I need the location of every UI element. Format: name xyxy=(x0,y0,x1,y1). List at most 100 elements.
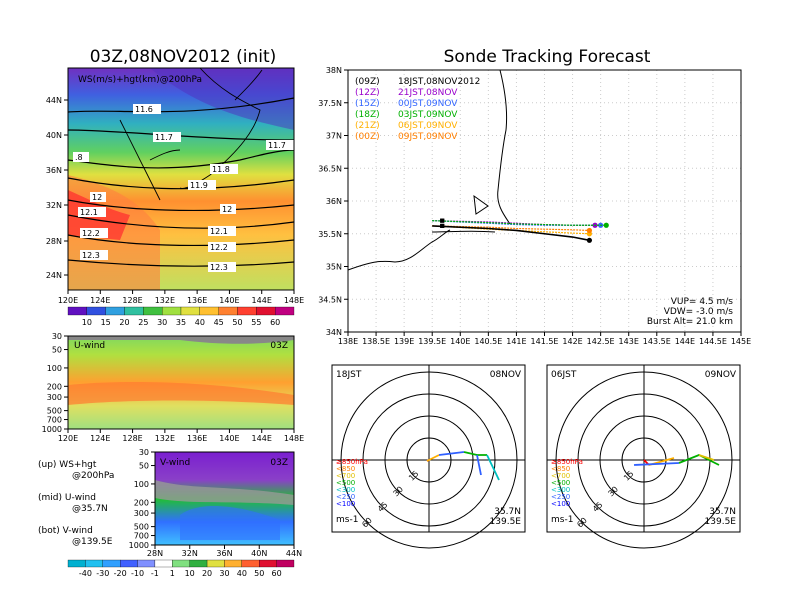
contour-label-box xyxy=(266,140,294,150)
track-x-ticks: 138E 138.5E 139E 139.5E 140E 140.5E 141E 141.5E… xyxy=(338,332,751,346)
hodograph-level-label: ≥850hPa xyxy=(551,458,583,466)
track-y-tick-label: 34.5N xyxy=(318,295,342,304)
ws-colorbar-swatch xyxy=(218,306,238,316)
v-x-tick-label: 36N xyxy=(216,549,232,558)
v-x-tick-label: 32N xyxy=(182,549,198,558)
contour-label: 12.3 xyxy=(210,263,228,272)
contour-labels: 11.6 11.7 11.7 .8 11.8 11.9 12 12 12.1 12.1 12.2 12… xyxy=(73,104,294,272)
upper-map: WS(m/s)+hgt(km)@200hPa 11.611.711.7.811.… xyxy=(46,67,304,305)
contour-label-box xyxy=(208,242,236,252)
track-start-point xyxy=(440,223,445,228)
ws-colorbar-label: 25 xyxy=(138,318,148,327)
track-legend-text: 18JST,08NOV2012 xyxy=(398,77,480,87)
hodograph-level-label: <850 xyxy=(551,465,570,473)
track-legend-text: 09JST,09NOV xyxy=(398,132,458,142)
u-wind-panel: U-wind 03Z 120E 124E 128E 132E 136E 140E 144E 1… xyxy=(42,332,305,443)
ws-colorbar-swatch xyxy=(67,306,87,316)
track-x-tick-label: 140E xyxy=(450,337,470,346)
u-y-tick-label: 100 xyxy=(47,364,62,373)
track-x-tick-label: 142.5E xyxy=(587,337,615,346)
ws-colorbar-label: 30 xyxy=(157,318,167,327)
note-bot-1: (bot) V-wind xyxy=(38,526,93,536)
track-line xyxy=(432,225,590,242)
map-x-tick-label: 124E xyxy=(90,296,110,305)
track-end-point xyxy=(586,227,593,234)
ws-colorbar-label: 60 xyxy=(270,318,280,327)
map-x-tick-label: 136E xyxy=(187,296,207,305)
v-wind-time: 03Z xyxy=(270,458,288,468)
hodograph-trace xyxy=(698,454,715,461)
hodograph-level-label: <300 xyxy=(336,486,355,494)
track-x-tick-label: 138E xyxy=(338,337,358,346)
map-y-tick-label: 36N xyxy=(46,166,62,175)
hodograph-date: 09NOV xyxy=(705,370,737,380)
hodograph-trace xyxy=(426,454,440,462)
contour-label-box xyxy=(80,250,108,260)
contour-label: 12.1 xyxy=(210,227,228,236)
ws-colorbar-label: 40 xyxy=(195,318,205,327)
hodograph-level-label: <700 xyxy=(551,472,570,480)
contour-label: 12.2 xyxy=(82,229,100,238)
track-start-point xyxy=(440,218,445,223)
u-x-tick-label: 132E xyxy=(155,434,175,443)
u-x-tick-label: 148E xyxy=(284,434,304,443)
u-wind-x-ticks: 120E 124E 128E 132E 136E 140E 144E 148E xyxy=(58,429,304,443)
track-y-tick-label: 34N xyxy=(326,328,342,337)
hodograph-time: 18JST xyxy=(336,370,362,380)
contour-label-box xyxy=(210,164,238,174)
hodograph-level-label: ≥850hPa xyxy=(336,458,368,466)
hodograph-level-label: <100 xyxy=(551,500,570,508)
track-end-point xyxy=(603,222,609,228)
ws-colorbar-swatch xyxy=(275,306,295,316)
v-colorbar-label: 10 xyxy=(185,569,195,578)
contour-label-box xyxy=(153,132,181,142)
note-up-2: @200hPa xyxy=(72,471,114,481)
note-up-1: (up) WS+hgt xyxy=(38,460,97,470)
ws-colorbar-label: 15 xyxy=(101,318,111,327)
v-colorbar-label: -1 xyxy=(151,569,159,578)
u-x-tick-label: 140E xyxy=(219,434,239,443)
track-info-line: VDW= -3.0 m/s xyxy=(664,307,734,317)
v-colorbar-label: 30 xyxy=(219,569,229,578)
v-wind-x-ticks: 28N 32N 36N 40N 44N xyxy=(147,545,302,558)
contour-label-box xyxy=(80,228,108,238)
u-y-tick-label: 50 xyxy=(52,346,62,355)
map-x-tick-label: 144E xyxy=(252,296,272,305)
left-title: 03Z,08NOV2012 (init) xyxy=(90,47,277,67)
track-x-tick-label: 143.5E xyxy=(643,337,671,346)
ws-colorbar-swatch xyxy=(124,306,144,316)
v-x-tick-label: 28N xyxy=(147,549,163,558)
v-colorbar-swatch xyxy=(172,559,190,568)
u-x-tick-label: 144E xyxy=(252,434,272,443)
ws-colorbar-swatch xyxy=(237,306,257,316)
track-legend-text: 06JST,09NOV xyxy=(398,121,458,131)
note-mid-2: @35.7N xyxy=(72,504,108,514)
track-x-tick-label: 141.5E xyxy=(531,337,559,346)
hodograph-level-label: <500 xyxy=(551,479,570,487)
track-line xyxy=(432,220,607,226)
map-y-tick-label: 32N xyxy=(46,201,62,210)
v-colorbar-swatch xyxy=(85,559,103,568)
upper-map-y-ticks: 24N 28N 32N 36N 40N 44N xyxy=(46,96,68,280)
track-y-tick-label: 36N xyxy=(326,197,342,206)
note-mid-1: (mid) U-wind xyxy=(38,493,96,503)
track-y-tick-label: 35N xyxy=(326,263,342,272)
hodograph-time: 06JST xyxy=(551,370,577,380)
u-y-tick-label: 30 xyxy=(52,332,62,341)
v-colorbar: -40 -30 -20 -10 -1 1 10 20 30 40 50 60 xyxy=(67,559,295,578)
map-x-tick-label: 120E xyxy=(58,296,78,305)
ws-colorbar-label: 10 xyxy=(82,318,92,327)
v-colorbar-swatch xyxy=(241,559,260,568)
v-colorbar-label: -10 xyxy=(131,569,144,578)
track-x-tick-label: 139.5E xyxy=(418,337,446,346)
coastline xyxy=(347,69,511,271)
u-x-tick-label: 120E xyxy=(58,434,78,443)
hodograph-level-label: <300 xyxy=(551,486,570,494)
u-x-tick-label: 128E xyxy=(122,434,142,443)
v-colorbar-swatch xyxy=(120,559,138,568)
track-x-tick-label: 144E xyxy=(675,337,695,346)
map-y-tick-label: 28N xyxy=(46,237,62,246)
